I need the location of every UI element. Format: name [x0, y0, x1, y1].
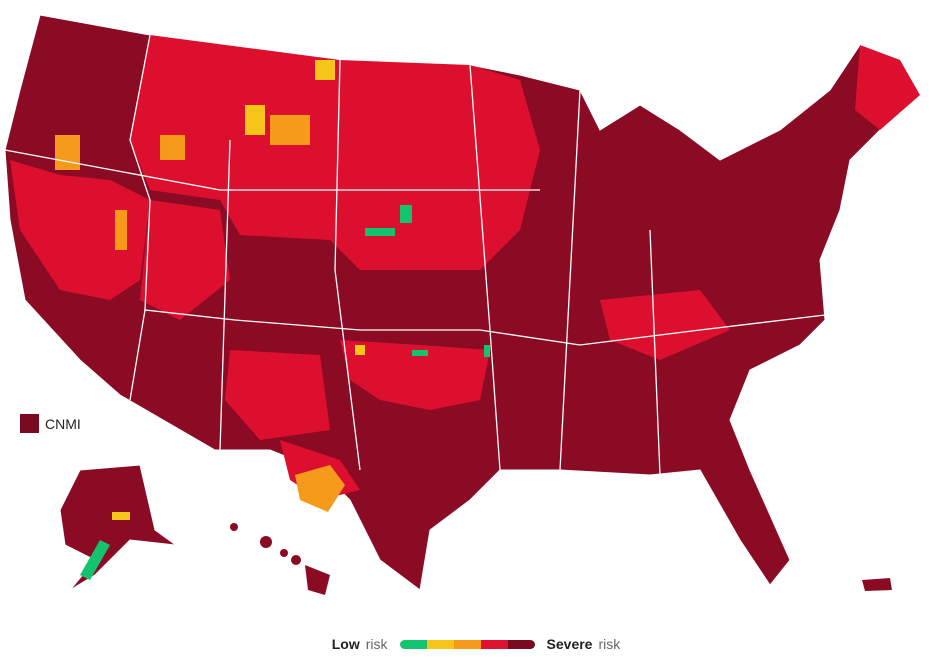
legend-low-suffix: risk [365, 636, 388, 652]
puerto-rico [862, 578, 892, 591]
legend-high: Severe [546, 636, 593, 652]
hawaii [230, 523, 330, 595]
legend-scale [399, 639, 535, 649]
alaska-area [112, 512, 130, 520]
territory-key: CNMI [20, 414, 81, 433]
legend-swatch [399, 639, 427, 649]
legend-high-suffix: risk [598, 636, 621, 652]
state-borders [4, 34, 826, 476]
legend-swatch [453, 639, 481, 649]
legend-swatch [507, 639, 535, 649]
alaska-area [80, 540, 110, 580]
low-risk-areas [365, 205, 490, 357]
legend-swatch [480, 639, 508, 649]
legend: Low risk Severe risk [0, 636, 952, 652]
moderate-risk-areas [55, 115, 345, 512]
high-risk-areas [10, 35, 920, 500]
legend-low: Low [331, 636, 360, 652]
lower-risk-areas [245, 60, 365, 355]
territory-label: CNMI [45, 415, 81, 432]
legend-swatch [426, 639, 454, 649]
territory-swatch [20, 414, 39, 433]
